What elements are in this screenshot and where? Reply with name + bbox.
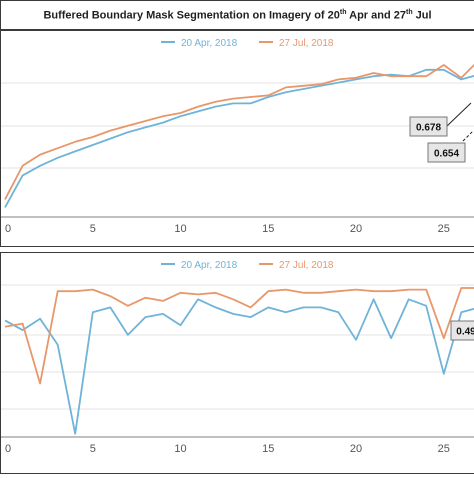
- x-tick-label: 20: [350, 443, 362, 455]
- x-tick-label: 10: [174, 223, 186, 235]
- series-line: [4, 63, 474, 200]
- series-line: [4, 287, 474, 385]
- x-tick-label: 15: [262, 443, 274, 455]
- title-middle: Apr and 27: [346, 9, 406, 22]
- x-tick-label: 5: [90, 443, 96, 455]
- series-line: [4, 68, 474, 208]
- chart-title: Buffered Boundary Mask Segmentation on I…: [43, 9, 431, 22]
- annotation-label: 0.678: [416, 123, 441, 134]
- x-tick-label: 0: [5, 223, 11, 235]
- annotation-arrow: [446, 102, 472, 127]
- top-line-chart: 0 5 10 15 20 25 20 Apr, 2018 27 Jul, 2018 0.678 0…: [1, 38, 474, 235]
- legend-label: 27 Jul, 2018: [279, 38, 334, 49]
- title-prefix: Buffered Boundary Mask Segmentation on I…: [43, 9, 340, 22]
- x-tick-label: 25: [438, 223, 450, 235]
- annotation-label: 0.49: [456, 327, 474, 338]
- x-tick-label: 5: [90, 223, 96, 235]
- title-superscript-2: th: [406, 8, 413, 16]
- x-tick-label: 15: [262, 223, 274, 235]
- bottom-line-chart: 0 5 10 15 20 25 20 Apr, 2018 27 Jul, 2018 0.49: [1, 260, 474, 455]
- title-suffix: Jul: [412, 9, 432, 22]
- legend-label: 20 Apr, 2018: [181, 38, 238, 49]
- annotation-label: 0.654: [434, 149, 459, 160]
- annotation-box: [450, 320, 474, 341]
- annotation-arrow: [462, 130, 474, 142]
- annotation-box: [409, 116, 448, 137]
- top-chart-panel: 0 5 10 15 20 25 20 Apr, 2018 27 Jul, 2018 0.678 0…: [0, 30, 474, 247]
- legend-label: 20 Apr, 2018: [181, 260, 238, 271]
- chart-title-bar: Buffered Boundary Mask Segmentation on I…: [0, 0, 474, 30]
- annotation-box: [427, 142, 466, 163]
- x-tick-label: 0: [5, 443, 11, 455]
- legend-label: 27 Jul, 2018: [279, 260, 334, 271]
- x-tick-label: 20: [350, 223, 362, 235]
- series-line: [4, 298, 474, 435]
- x-tick-label: 10: [174, 443, 186, 455]
- x-tick-label: 25: [438, 443, 450, 455]
- bottom-chart-panel: 0 5 10 15 20 25 20 Apr, 2018 27 Jul, 2018 0.49: [0, 252, 474, 474]
- title-superscript-1: th: [339, 8, 347, 16]
